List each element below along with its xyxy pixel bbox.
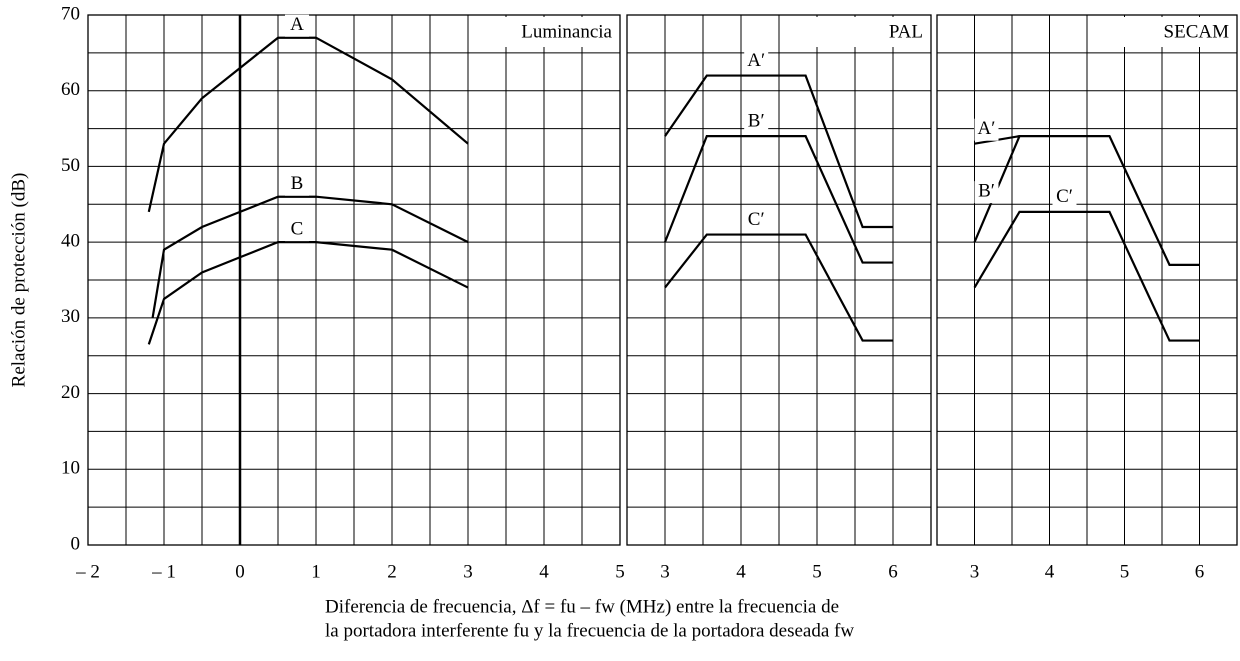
label-bg [744,111,769,134]
label-bg [285,173,309,196]
y-tick-label: 50 [61,155,80,176]
x-tick-label: 4 [736,561,746,582]
x-tick-label: 3 [463,561,473,582]
series-label: B [291,173,304,194]
x-tick-label: 2 [387,561,397,582]
y-tick-label: 0 [71,533,81,554]
x-tick-label: 4 [539,561,549,582]
label-bg [285,14,309,37]
x-tick-label: 6 [1195,561,1205,582]
series-label: B′ [748,111,765,132]
series-line [973,135,1200,266]
panel-title: Luminancia [521,21,612,42]
panel-frame [87,14,621,546]
y-tick-label: 20 [61,382,80,403]
series-label: A [290,14,304,35]
x-tick-label: – 2 [75,561,100,582]
label-bg [974,118,999,141]
series-line [663,135,893,264]
series-line [664,233,893,342]
x-tick-label: 1 [311,561,321,582]
panel-title: SECAM [1164,21,1230,42]
x-tick-label: 5 [615,561,625,582]
x-axis-label: Diferencia de frecuencia, Δf = fu – fw (… [325,596,839,617]
series-label: C′ [1056,186,1073,207]
series-line [973,210,1200,342]
y-tick-label: 60 [61,79,80,100]
panel-frame [936,14,1238,546]
series-line [664,74,893,229]
panel-frame [626,14,932,546]
title-bg [480,17,616,47]
y-tick-label: 70 [61,3,80,24]
series-line [147,36,469,213]
label-bg [1052,186,1077,209]
series-line [151,195,469,319]
title-bg [1097,17,1233,47]
x-tick-label: 6 [888,561,898,582]
label-bg [744,50,769,73]
series-label: A′ [747,50,765,71]
x-axis-label: la portadora interferente fu y la frecue… [325,620,854,641]
label-bg [744,209,769,232]
y-tick-label: 10 [61,458,80,479]
x-tick-label: 5 [1120,561,1130,582]
label-bg [285,219,309,242]
series-label: B′ [978,181,995,202]
x-tick-label: 4 [1045,561,1055,582]
label-bg [974,181,999,204]
y-tick-label: 40 [61,231,80,252]
y-tick-label: 30 [61,306,80,327]
series-label: A′ [978,118,996,139]
x-tick-label: 3 [970,561,980,582]
panel-title: PAL [889,21,923,42]
x-tick-label: – 1 [151,561,176,582]
series-label: C′ [748,209,765,230]
x-tick-label: 3 [660,561,670,582]
y-axis-label: Relación de protección (dB) [8,173,29,388]
x-tick-label: 0 [235,561,245,582]
x-tick-label: 5 [812,561,822,582]
title-bg [791,17,927,47]
series-label: C [291,219,304,240]
series-line [147,241,469,345]
